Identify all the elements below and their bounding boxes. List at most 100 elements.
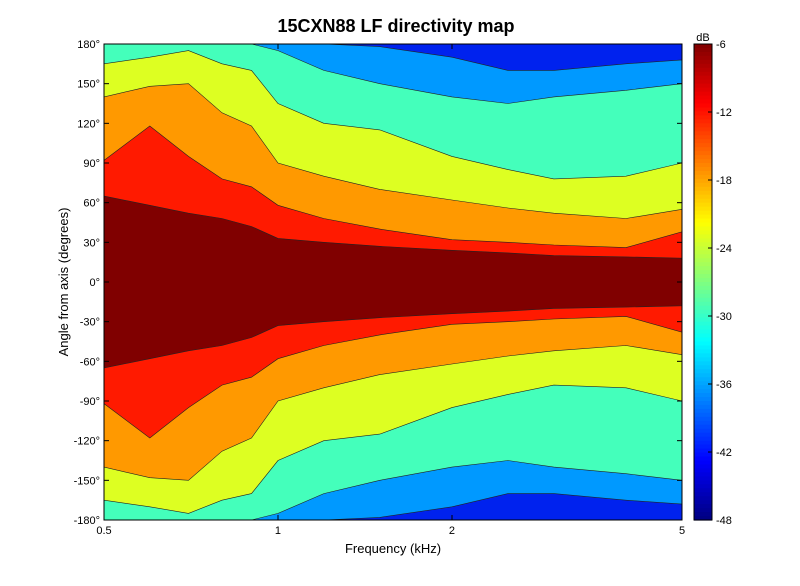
colorbar-segment — [694, 393, 712, 398]
colorbar-segment — [694, 416, 712, 422]
colorbar-segment — [694, 226, 712, 232]
colorbar-segment — [694, 385, 712, 390]
colorbar-segment — [694, 242, 712, 247]
colorbar-segment — [694, 289, 712, 295]
colorbar-segment — [694, 111, 712, 116]
colorbar-segment — [694, 230, 712, 235]
band-db-12 — [104, 195, 682, 369]
chart-title: 15CXN88 LF directivity map — [277, 16, 514, 36]
colorbar-segment — [694, 250, 712, 255]
colorbar-segment — [694, 218, 712, 224]
colorbar-tick-label: -12 — [716, 107, 732, 119]
colorbar-tick-label: -42 — [716, 447, 732, 459]
colorbar-segment — [694, 480, 712, 485]
colorbar-segment — [694, 198, 712, 204]
colorbar-segment — [694, 504, 712, 509]
colorbar-segment — [694, 492, 712, 497]
colorbar-segment — [694, 345, 712, 351]
colorbar-frame — [693, 43, 713, 521]
colorbar-segment — [694, 266, 712, 271]
colorbar-segment — [694, 305, 712, 311]
colorbar-tick-label: -18 — [716, 175, 732, 187]
colorbar-segment — [694, 206, 712, 212]
colorbar-segment — [694, 456, 712, 462]
colorbar-segment — [694, 401, 712, 406]
colorbar-segment — [694, 83, 712, 89]
colorbar-segment — [694, 452, 712, 458]
colorbar-tick-label: -48 — [716, 515, 732, 527]
colorbar-segment — [694, 91, 712, 97]
colorbar-segment — [694, 115, 712, 120]
colorbar-segment — [694, 468, 712, 473]
colorbar-segment — [694, 444, 712, 450]
colorbar-segment — [694, 357, 712, 362]
colorbar-segment — [694, 99, 712, 105]
x-tick-label: 0.5 — [96, 525, 111, 537]
colorbar-segment — [694, 131, 712, 136]
colorbar-segment — [694, 381, 712, 386]
colorbar-segment — [694, 512, 712, 517]
colorbar-segment — [694, 44, 712, 49]
y-tick-label: 120° — [77, 118, 100, 130]
heatmap-plot-area — [104, 44, 682, 520]
colorbar-segment — [694, 313, 712, 319]
colorbar-segment — [694, 238, 712, 243]
colorbar-segment — [694, 123, 712, 128]
colorbar-segment — [694, 369, 712, 374]
colorbar-segment — [694, 353, 712, 358]
x-tick-label: 2 — [449, 525, 455, 537]
colorbar-segment — [694, 484, 712, 489]
colorbar-segment — [694, 147, 712, 152]
colorbar-segment — [694, 373, 712, 378]
colorbar-tick-label: -24 — [716, 243, 732, 255]
colorbar-segment — [694, 472, 712, 477]
colorbar-segment — [694, 508, 712, 513]
colorbar-segment — [694, 182, 712, 188]
y-tick-label: -180° — [74, 515, 100, 527]
colorbar-segment — [694, 51, 712, 57]
colorbar-segment — [694, 496, 712, 501]
y-tick-label: 90° — [83, 158, 100, 170]
colorbar-segment — [694, 75, 712, 81]
colorbar-segment — [694, 63, 712, 69]
colorbar-segment — [694, 186, 712, 192]
y-axis-ticks: 180° 150° 120° 90° 60° 30° 0° -30° -60° -90° -120°… — [74, 39, 682, 527]
colorbar-segment — [694, 143, 712, 148]
colorbar-segment — [694, 317, 712, 323]
colorbar-segment — [694, 412, 712, 418]
colorbar-segment — [694, 464, 712, 470]
colorbar-segment — [694, 397, 712, 402]
colorbar-segment — [694, 71, 712, 77]
colorbar-segment — [694, 163, 712, 168]
colorbar-segment — [694, 361, 712, 366]
y-tick-label: -60° — [80, 356, 100, 368]
colorbar-segment — [694, 321, 712, 327]
colorbar-segment — [694, 246, 712, 251]
colorbar-segment — [694, 254, 712, 259]
colorbar-segment — [694, 95, 712, 101]
colorbar-segment — [694, 234, 712, 239]
colorbar-segment — [694, 436, 712, 442]
colorbar-segment — [694, 119, 712, 124]
colorbar-segment — [694, 190, 712, 196]
colorbar-segment — [694, 59, 712, 65]
y-tick-label: -30° — [80, 317, 100, 329]
colorbar-segment — [694, 210, 712, 216]
colorbar-tick-label: -30 — [716, 311, 732, 323]
y-tick-label: 0° — [89, 277, 100, 289]
colorbar-segment — [694, 79, 712, 85]
colorbar-segment — [694, 337, 712, 343]
y-tick-label: 30° — [83, 237, 100, 249]
colorbar-segment — [694, 377, 712, 382]
colorbar-segment — [694, 274, 712, 279]
colorbar-segment — [694, 47, 712, 53]
colorbar-segment — [694, 178, 712, 184]
colorbar-tick-label: -6 — [716, 39, 726, 51]
colorbar-segment — [694, 174, 712, 180]
colorbar-segment — [694, 194, 712, 200]
colorbar-segment — [694, 301, 712, 307]
colorbar-segment — [694, 325, 712, 331]
colorbar-segment — [694, 424, 712, 430]
colorbar-segment — [694, 460, 712, 466]
